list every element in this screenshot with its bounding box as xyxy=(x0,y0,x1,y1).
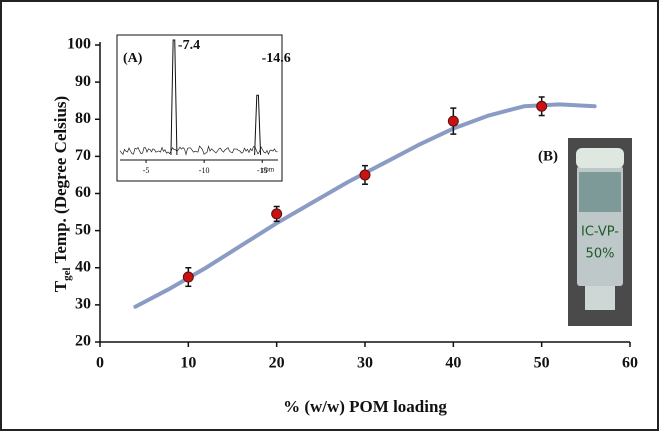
inset-x-tick-label: -10 xyxy=(199,166,210,175)
inset-b-label: (B) xyxy=(538,148,558,164)
y-title-rest: Temp. (Degree Celsius) xyxy=(51,96,70,264)
vial-liquid xyxy=(579,172,621,212)
point xyxy=(271,208,283,220)
point xyxy=(359,169,371,181)
point xyxy=(182,271,194,283)
inset-a-label: (A) xyxy=(123,51,143,66)
y-tick-label: 50 xyxy=(75,221,91,238)
x-tick-label: 0 xyxy=(96,355,104,372)
x-tick-label: 40 xyxy=(445,355,461,372)
inset-x-tick-label: -15 xyxy=(257,166,268,175)
spectrum-baseline xyxy=(119,145,278,156)
peak-label: -14.6 xyxy=(262,51,291,66)
y-title-sub: gel xyxy=(61,267,73,280)
inset-x-tick-label: -5 xyxy=(143,166,150,175)
vial-text: IC-VP- xyxy=(581,225,619,240)
vial-text: 50% xyxy=(586,247,615,262)
x-tick-label: 60 xyxy=(622,355,638,372)
x-tick-label: 20 xyxy=(269,355,285,372)
y-title-main: T xyxy=(51,280,70,292)
inset-x-unit: ppm xyxy=(262,166,275,174)
y-tick-label: 60 xyxy=(75,184,91,201)
point xyxy=(447,115,459,127)
vial-base xyxy=(585,286,615,310)
spectrum-peak xyxy=(254,94,262,156)
y-tick-label: 30 xyxy=(75,296,91,313)
y-axis-title: Tgel Temp. (Degree Celsius) xyxy=(51,96,73,292)
inset-a-box xyxy=(116,34,283,182)
point xyxy=(536,100,548,112)
x-tick-label: 50 xyxy=(534,355,550,372)
y-tick-label: 20 xyxy=(75,333,91,350)
y-tick-label: 90 xyxy=(75,73,91,90)
y-tick-label: 70 xyxy=(75,147,91,164)
vial-gel xyxy=(576,148,624,168)
photo-inset: IC-VP- 50% xyxy=(568,138,632,326)
x-tick-label: 30 xyxy=(357,355,373,372)
spectrum-peak xyxy=(170,39,178,156)
peak-label: -7.4 xyxy=(178,38,200,53)
y-tick-label: 100 xyxy=(67,36,91,53)
x-tick-label: 10 xyxy=(180,355,196,372)
y-tick-label: 80 xyxy=(75,110,91,127)
x-axis-title: % (w/w) POM loading xyxy=(283,397,447,416)
y-tick-label: 40 xyxy=(75,258,91,275)
